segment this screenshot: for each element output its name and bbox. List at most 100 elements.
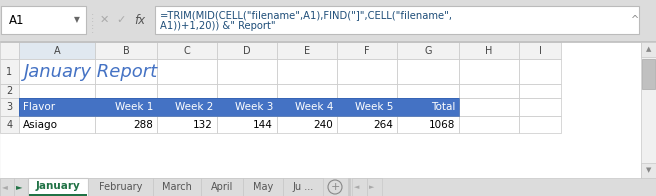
Bar [352, 178, 367, 196]
Bar [157, 98, 217, 116]
Text: A1))+1,20)) &" Report": A1))+1,20)) &" Report" [160, 21, 276, 31]
Text: 288: 288 [133, 120, 153, 130]
Text: Week 1: Week 1 [115, 102, 153, 112]
Bar [19, 42, 95, 59]
Bar [217, 116, 277, 133]
Text: :: : [91, 25, 94, 35]
Bar [19, 98, 95, 116]
Bar [519, 116, 561, 133]
Bar [337, 98, 397, 116]
Bar [243, 178, 283, 196]
Bar [459, 59, 519, 84]
Bar [641, 163, 656, 178]
Bar [0, 116, 19, 133]
Text: 144: 144 [253, 120, 273, 130]
Bar [337, 84, 397, 98]
Text: January: January [35, 181, 81, 191]
Text: 2: 2 [7, 86, 12, 96]
Bar [277, 59, 337, 84]
Bar [157, 84, 217, 98]
Bar [201, 178, 243, 196]
Bar [0, 42, 19, 59]
Bar [157, 59, 217, 84]
Bar [95, 59, 157, 84]
Text: February: February [99, 182, 142, 192]
Text: 3: 3 [7, 102, 12, 112]
Text: H: H [485, 45, 493, 55]
Bar [277, 42, 337, 59]
Bar [153, 178, 201, 196]
Bar [337, 98, 397, 116]
Bar [367, 178, 382, 196]
Bar [217, 42, 277, 59]
Text: May: May [253, 182, 273, 192]
Text: ◄: ◄ [2, 182, 8, 191]
Text: Week 5: Week 5 [355, 102, 393, 112]
Bar [397, 42, 459, 59]
Text: ▲: ▲ [646, 46, 651, 53]
Text: E: E [304, 45, 310, 55]
Bar [283, 178, 323, 196]
Text: ✓: ✓ [116, 15, 125, 25]
Bar [19, 98, 459, 116]
Text: Ju ...: Ju ... [293, 182, 314, 192]
Bar [95, 84, 157, 98]
Bar [277, 98, 337, 116]
Text: C: C [184, 45, 190, 55]
Bar [459, 98, 519, 116]
Text: A1: A1 [9, 14, 24, 26]
Bar [0, 42, 641, 178]
Bar [459, 84, 519, 98]
Bar [157, 42, 217, 59]
Text: +: + [331, 182, 340, 192]
Bar [641, 42, 656, 57]
Bar [0, 178, 14, 196]
Text: ►: ► [369, 184, 375, 190]
Text: March: March [162, 182, 192, 192]
Text: April: April [211, 182, 233, 192]
Text: A: A [54, 45, 60, 55]
Bar [397, 98, 459, 116]
Bar [348, 178, 350, 196]
Bar [397, 98, 459, 116]
Text: Week 2: Week 2 [174, 102, 213, 112]
Bar [217, 59, 277, 84]
Bar [14, 178, 28, 196]
Bar [1, 6, 86, 34]
Bar [29, 193, 87, 196]
Text: Week 3: Week 3 [235, 102, 273, 112]
Bar [397, 116, 459, 133]
Bar [19, 98, 95, 116]
Bar [95, 98, 157, 116]
Bar [157, 116, 217, 133]
Text: 132: 132 [193, 120, 213, 130]
Text: ►: ► [16, 182, 22, 191]
Bar [459, 116, 519, 133]
Bar [95, 98, 157, 116]
Bar [155, 6, 639, 34]
Bar [217, 98, 277, 116]
Bar [217, 98, 277, 116]
Text: G: G [424, 45, 432, 55]
Text: ✕: ✕ [100, 15, 110, 25]
Bar [277, 84, 337, 98]
Bar [19, 84, 95, 98]
Bar [157, 98, 217, 116]
Text: Asiago: Asiago [23, 120, 58, 130]
Text: I: I [539, 45, 541, 55]
Bar [19, 59, 95, 84]
Text: ◄: ◄ [354, 184, 359, 190]
Bar [0, 84, 19, 98]
Text: January Report: January Report [24, 63, 158, 81]
Bar [19, 116, 95, 133]
Bar [95, 42, 157, 59]
Bar [0, 178, 656, 196]
Text: :: : [91, 11, 94, 21]
Bar [88, 178, 153, 196]
Text: F: F [364, 45, 370, 55]
Text: 4: 4 [7, 120, 12, 130]
Bar [0, 98, 19, 116]
Text: 264: 264 [373, 120, 393, 130]
Bar [0, 59, 19, 84]
Bar [217, 84, 277, 98]
